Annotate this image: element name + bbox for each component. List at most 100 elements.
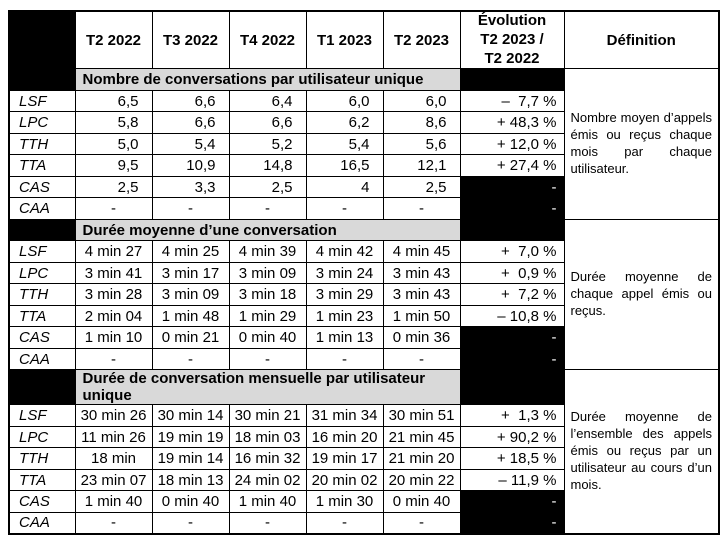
value-cell: - bbox=[382, 347, 461, 371]
section-title: Nombre de conversations par utilisateur … bbox=[74, 68, 461, 91]
col-header-t4-2022: T4 2022 bbox=[228, 10, 307, 70]
row-label-cell: TTA bbox=[8, 154, 76, 177]
evolution-value-cell: – 7,7 % bbox=[459, 89, 565, 113]
value-cell: 1 min 29 bbox=[228, 304, 307, 328]
value-cell: 20 min 02 bbox=[305, 468, 384, 492]
evolution-value-cell: - bbox=[459, 347, 565, 371]
row-label-cell: CAA bbox=[8, 511, 76, 535]
value-cell: 9,5 bbox=[74, 154, 153, 177]
evolution-header-line-3: T2 2022 bbox=[484, 49, 540, 67]
value-cell: 18 min bbox=[74, 447, 153, 470]
value-cell: 1 min 40 bbox=[74, 490, 153, 513]
col-header-t2-2023: T2 2023 bbox=[382, 10, 461, 70]
value-cell: - bbox=[305, 347, 384, 371]
value-cell: 6,0 bbox=[305, 89, 384, 113]
value-cell: 3 min 17 bbox=[151, 261, 230, 285]
statistics-table: T2 2022 T3 2022 T4 2022 T1 2023 T2 2023 … bbox=[8, 10, 720, 535]
section-evolution-filler-cell bbox=[459, 68, 565, 91]
row-label-cell: LPC bbox=[8, 111, 76, 134]
value-cell: 6,6 bbox=[151, 89, 230, 113]
value-cell: 3 min 43 bbox=[382, 283, 461, 306]
data-row-lpc: LPC 11 min 26 19 min 19 18 min 03 16 min 20 2… bbox=[8, 425, 719, 449]
evolution-value-cell: - bbox=[459, 197, 565, 220]
data-row-tta: TTA 2 min 04 1 min 48 1 min 29 1 min 23 1 min… bbox=[8, 304, 719, 328]
value-cell: 1 min 48 bbox=[151, 304, 230, 328]
value-cell: - bbox=[228, 347, 307, 371]
evolution-header-line-1: Évolution bbox=[477, 12, 547, 29]
value-cell: 5,8 bbox=[74, 111, 153, 134]
evolution-value-cell: + 1,3 % bbox=[459, 404, 565, 427]
value-cell: 6,6 bbox=[151, 111, 230, 134]
value-cell: - bbox=[228, 197, 307, 220]
data-row-caa: CAA - - - - - - bbox=[8, 347, 719, 371]
value-cell: 2,5 bbox=[74, 175, 153, 199]
value-cell: 30 min 51 bbox=[382, 404, 461, 427]
value-cell: 2,5 bbox=[228, 175, 307, 199]
value-cell: 3 min 24 bbox=[305, 261, 384, 285]
value-cell: 16 min 20 bbox=[305, 425, 384, 449]
value-cell: 0 min 40 bbox=[382, 490, 461, 513]
value-cell: - bbox=[74, 511, 153, 535]
row-label-cell: TTH bbox=[8, 132, 76, 156]
value-cell: 1 min 23 bbox=[305, 304, 384, 328]
value-cell: 19 min 17 bbox=[305, 447, 384, 470]
row-label-cell: LSF bbox=[8, 89, 76, 113]
value-cell: 5,6 bbox=[382, 132, 461, 156]
col-header-t1-2023: T1 2023 bbox=[305, 10, 384, 70]
value-cell: 5,4 bbox=[151, 132, 230, 156]
value-cell: 4 min 27 bbox=[74, 240, 153, 263]
section-title: Durée moyenne d’une conversation bbox=[74, 218, 461, 242]
value-cell: 4 min 42 bbox=[305, 240, 384, 263]
table-header-row: T2 2022 T3 2022 T4 2022 T1 2023 T2 2023 … bbox=[8, 10, 720, 70]
row-label-cell: LSF bbox=[8, 404, 76, 427]
value-cell: 3 min 09 bbox=[151, 283, 230, 306]
value-cell: 0 min 40 bbox=[228, 326, 307, 349]
evolution-value-cell: - bbox=[459, 175, 565, 199]
value-cell: 6,4 bbox=[228, 89, 307, 113]
data-row-caa: CAA - - - - - - bbox=[8, 511, 719, 535]
col-header-t2-2022: T2 2022 bbox=[74, 10, 153, 70]
section-header-row: Durée de conversation mensuelle par util… bbox=[8, 369, 720, 535]
value-cell: 0 min 40 bbox=[151, 490, 230, 513]
data-row-lpc: LPC 5,8 6,6 6,6 6,2 8,6 + 48,3 % bbox=[8, 111, 719, 134]
value-cell: 19 min 19 bbox=[151, 425, 230, 449]
value-cell: 24 min 02 bbox=[228, 468, 307, 492]
value-cell: - bbox=[382, 197, 461, 220]
data-row-tth: TTH 18 min 19 min 14 16 min 32 19 min 17 21 m… bbox=[8, 447, 719, 470]
value-cell: 1 min 40 bbox=[228, 490, 307, 513]
data-row-tta: TTA 23 min 07 18 min 13 24 min 02 20 min 02 2… bbox=[8, 468, 719, 492]
value-cell: 6,0 bbox=[382, 89, 461, 113]
value-cell: - bbox=[382, 511, 461, 535]
row-label-cell: CAS bbox=[8, 175, 76, 199]
definition-text-cell: Nombre moyen d’appels émis ou reçus chaq… bbox=[563, 68, 720, 220]
value-cell: - bbox=[74, 197, 153, 220]
value-cell: 19 min 14 bbox=[151, 447, 230, 470]
value-cell: 16 min 32 bbox=[228, 447, 307, 470]
data-row-lsf: LSF 30 min 26 30 min 14 30 min 21 31 min 34 3… bbox=[8, 404, 719, 427]
value-cell: 5,0 bbox=[74, 132, 153, 156]
value-cell: 14,8 bbox=[228, 154, 307, 177]
row-label-cell: LPC bbox=[8, 261, 76, 285]
value-cell: 31 min 34 bbox=[305, 404, 384, 427]
value-cell: 5,4 bbox=[305, 132, 384, 156]
value-cell: 12,1 bbox=[382, 154, 461, 177]
section-title: Durée de conversation mensuelle par util… bbox=[74, 369, 461, 406]
value-cell: 18 min 03 bbox=[228, 425, 307, 449]
evolution-value-cell: – 10,8 % bbox=[459, 304, 565, 328]
value-cell: - bbox=[305, 197, 384, 220]
data-row-tth: TTH 5,0 5,4 5,2 5,4 5,6 + 12,0 % bbox=[8, 132, 719, 156]
value-cell: 21 min 20 bbox=[382, 447, 461, 470]
value-cell: 23 min 07 bbox=[74, 468, 153, 492]
value-cell: 6,2 bbox=[305, 111, 384, 134]
row-label-cell: TTH bbox=[8, 283, 76, 306]
value-cell: 30 min 21 bbox=[228, 404, 307, 427]
row-label-cell: LSF bbox=[8, 240, 76, 263]
data-row-lsf: LSF 6,5 6,6 6,4 6,0 6,0– 7,7 % bbox=[8, 89, 719, 113]
value-cell: 4 min 45 bbox=[382, 240, 461, 263]
value-cell: 4 bbox=[305, 175, 384, 199]
value-cell: - bbox=[74, 347, 153, 371]
row-label-cell: CAS bbox=[8, 326, 76, 349]
value-cell: 0 min 36 bbox=[382, 326, 461, 349]
value-cell: 3 min 28 bbox=[74, 283, 153, 306]
value-cell: 8,6 bbox=[382, 111, 461, 134]
